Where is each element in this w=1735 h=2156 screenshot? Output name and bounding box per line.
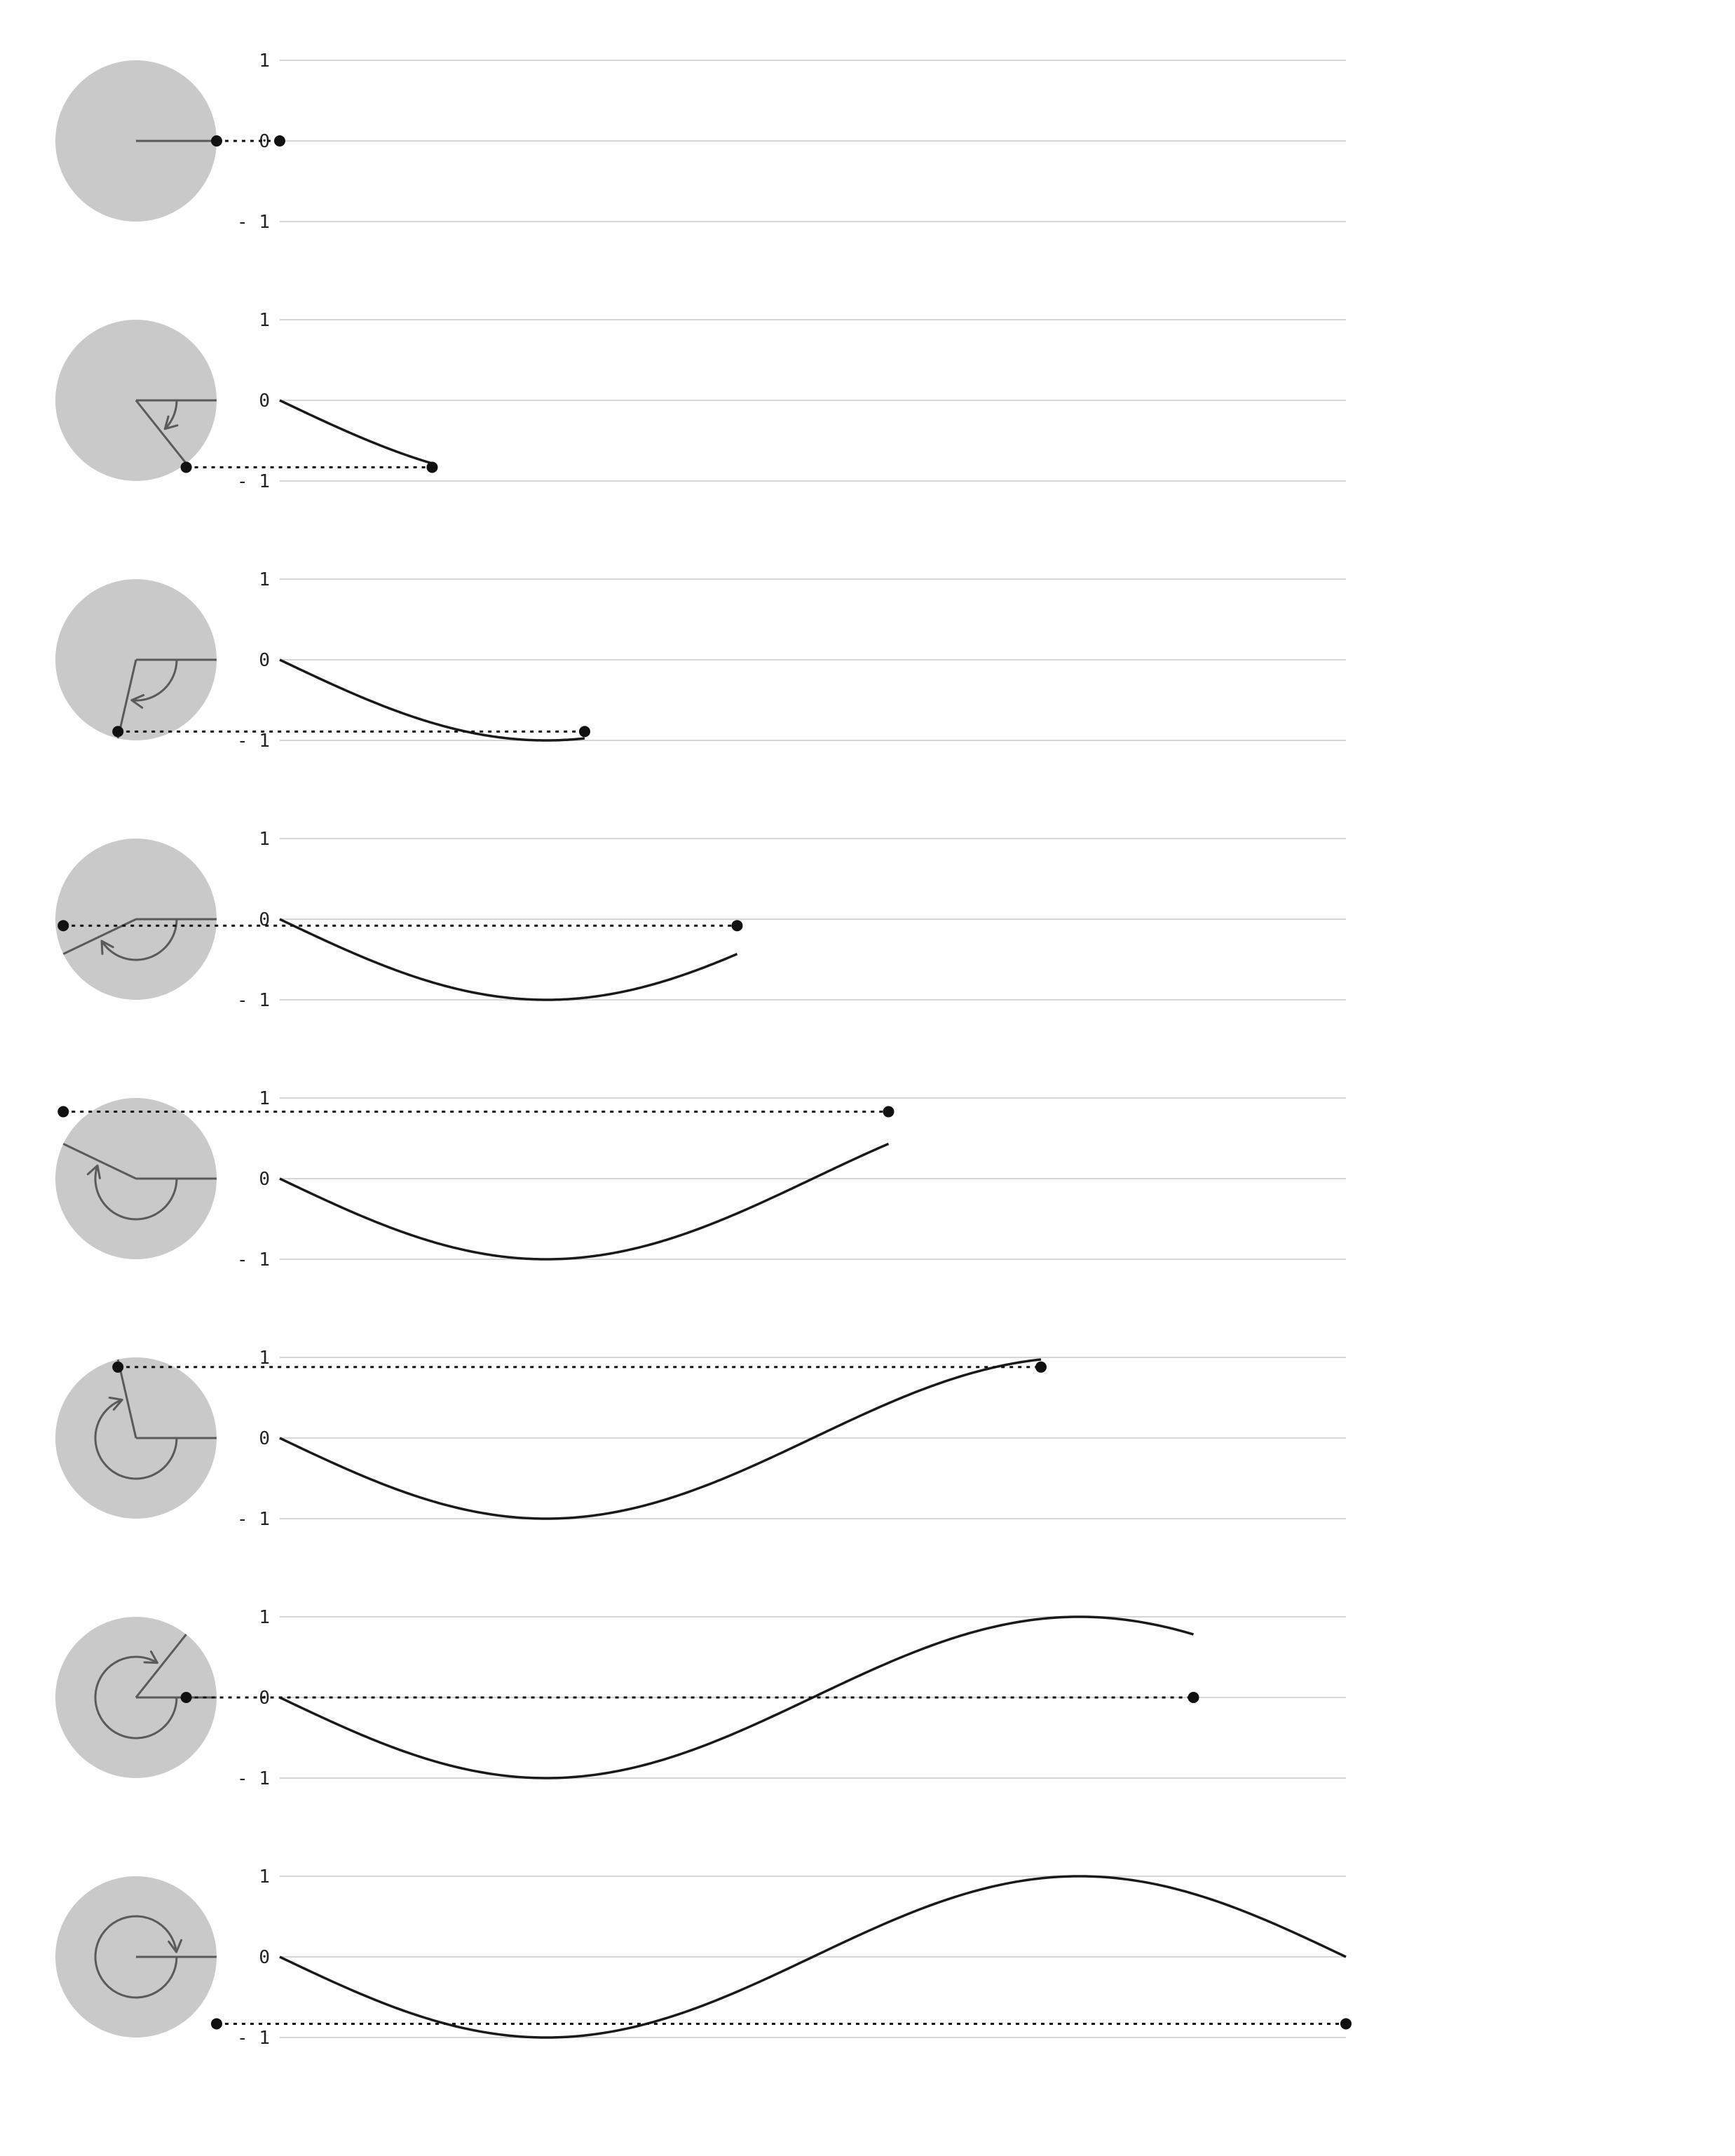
frame-6: 1 0 - 1 <box>55 1348 1346 1530</box>
frame-5: 1 0 - 1 <box>55 1088 1346 1270</box>
tick-label-zero: 0 <box>259 909 270 930</box>
circle-point-dot <box>180 1692 192 1703</box>
angle-arrow-icon <box>108 1396 123 1411</box>
tick-label-minus-one: - 1 <box>237 731 270 752</box>
tick-label-plus-one: 1 <box>259 1088 270 1109</box>
wave-curve <box>279 918 738 1001</box>
curve-endpoint-dot <box>274 135 285 147</box>
tick-label-minus-one: - 1 <box>237 471 270 492</box>
curve-endpoint-dot <box>1188 1692 1199 1703</box>
tick-label-minus-one: - 1 <box>237 1509 270 1530</box>
circle-point-dot <box>57 920 69 932</box>
wave-curve <box>279 1875 1347 2039</box>
tick-label-plus-one: 1 <box>259 50 270 72</box>
circle-point-dot <box>112 1361 124 1373</box>
tick-label-plus-one: 1 <box>259 1348 270 1369</box>
frame-4: 1 0 - 1 <box>55 829 1346 1011</box>
tick-label-minus-one: - 1 <box>237 990 270 1011</box>
angle-arc <box>164 400 178 430</box>
curve-endpoint-dot <box>1035 1361 1047 1373</box>
tick-label-zero: 0 <box>259 131 270 152</box>
wave-curve <box>279 1615 1194 1779</box>
angle-arc <box>94 1655 178 1740</box>
circle-point-dot <box>112 726 124 738</box>
wave-curve <box>279 1358 1042 1520</box>
tick-label-minus-one: - 1 <box>237 2028 270 2049</box>
angle-arrow-icon <box>100 940 114 955</box>
rotating-radius <box>135 400 187 464</box>
frame-7: 10- 1 <box>55 1607 1346 1789</box>
angle-arrow-icon <box>168 1939 183 1953</box>
angle-arc <box>131 659 178 702</box>
curve-endpoint-dot <box>731 920 743 932</box>
tick-label-plus-one: 1 <box>259 310 270 331</box>
rotating-radius <box>62 1143 137 1180</box>
angle-arc <box>94 1399 178 1480</box>
tick-label-plus-one: 1 <box>259 1866 270 1887</box>
angle-arrow-icon <box>143 1650 158 1665</box>
angle-arc <box>94 1915 178 1999</box>
rotating-radius <box>135 1634 187 1698</box>
curve-endpoint-dot <box>426 461 438 473</box>
tick-label-zero: 0 <box>259 1169 270 1190</box>
tick-label-minus-one: - 1 <box>237 212 270 233</box>
circle-point-dot <box>211 2018 222 2030</box>
tick-label-plus-one: 1 <box>259 1607 270 1628</box>
rotating-radius <box>116 1359 137 1439</box>
tick-label-plus-one: 1 <box>259 569 270 590</box>
circle-point-dot <box>211 135 222 147</box>
rotating-radius <box>116 659 137 739</box>
tick-label-zero: 0 <box>259 1947 270 1968</box>
wave-curve <box>279 399 433 465</box>
tick-label-minus-one: - 1 <box>237 1768 270 1789</box>
frame-8: 1 0 - 1 <box>55 1866 1352 2049</box>
curve-endpoint-dot <box>1340 2018 1352 2030</box>
wave-curve <box>279 1142 890 1261</box>
wave-curve <box>279 658 585 742</box>
frame-1: 1 0 - 1 <box>55 50 1346 233</box>
circle-point-dot <box>180 461 192 473</box>
circle-point-dot <box>57 1106 69 1118</box>
tick-label-zero: 0 <box>259 650 270 671</box>
angle-arrow-icon <box>86 1164 101 1179</box>
curve-endpoint-dot <box>883 1106 894 1118</box>
tick-label-zero: 0 <box>259 391 270 412</box>
angle-arc <box>100 918 178 961</box>
frame-2: 1 0 - 1 <box>55 310 1346 492</box>
angle-arc <box>94 1165 178 1221</box>
curve-endpoint-dot <box>579 726 591 738</box>
angle-arrow-icon <box>130 693 145 709</box>
tick-label-plus-one: 1 <box>259 829 270 850</box>
frame-3: 1 0 - 1 <box>55 569 1346 752</box>
angle-arrow-icon <box>163 415 179 430</box>
tick-label-zero: 0 <box>259 1428 270 1449</box>
tick-label-minus-one: - 1 <box>237 1249 270 1270</box>
